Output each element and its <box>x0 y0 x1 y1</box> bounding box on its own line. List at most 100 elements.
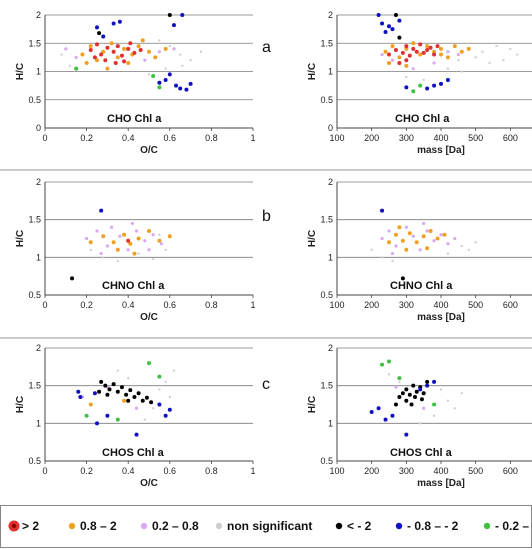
data-point <box>153 55 158 60</box>
x-tick-label: 200 <box>364 133 379 143</box>
data-point <box>147 73 151 76</box>
legend-item: - 0.8 – - 2 <box>395 519 459 533</box>
data-point <box>78 394 83 399</box>
data-point <box>115 55 120 60</box>
data-point <box>111 240 116 245</box>
y-tick-label: 0.5 <box>320 290 333 300</box>
data-point <box>143 239 147 243</box>
data-point <box>143 418 147 421</box>
data-point <box>405 75 408 79</box>
legend-marker-core <box>11 523 17 529</box>
data-point <box>105 66 110 71</box>
data-point <box>199 50 203 53</box>
data-point <box>119 53 124 58</box>
series-0-8-2 <box>88 398 127 407</box>
x-tick-label: 600 <box>503 133 518 143</box>
data-point <box>134 229 139 233</box>
data-point <box>115 417 120 422</box>
legend-item: < - 2 <box>335 519 372 533</box>
legend-item: > 2 <box>8 519 39 533</box>
data-point <box>460 70 463 73</box>
data-point <box>88 44 93 49</box>
data-point <box>404 85 409 90</box>
data-point <box>99 379 104 384</box>
data-point <box>393 402 398 407</box>
y-tick-label: 1 <box>36 67 41 77</box>
data-point <box>400 276 405 281</box>
data-point <box>115 44 120 49</box>
data-point <box>172 47 176 51</box>
data-point <box>435 236 440 241</box>
data-point <box>92 55 97 60</box>
legend-marker <box>335 522 343 530</box>
x-axis-label: O/C <box>140 312 158 323</box>
y-tick-label: 1 <box>36 418 41 428</box>
legend-box <box>0 505 532 548</box>
data-point <box>446 67 450 70</box>
series-non-significant <box>89 233 167 263</box>
data-point <box>102 256 105 259</box>
data-point <box>432 379 437 384</box>
x-tick-label: 1 <box>250 300 255 310</box>
x-tick-label: 0.2 <box>80 133 93 143</box>
data-point <box>391 259 394 263</box>
y-tick-label: 0.5 <box>28 290 41 300</box>
data-point <box>157 402 162 407</box>
legend-marker <box>68 522 76 530</box>
legend-marker <box>140 522 148 530</box>
data-point <box>390 413 395 418</box>
y-tick-label: 1.5 <box>320 38 333 48</box>
chart-6: 0.511.52100200300400500600700mass [Da]H/… <box>307 343 532 489</box>
data-point <box>404 63 409 68</box>
data-point <box>407 392 412 397</box>
y-tick-label: 2 <box>328 177 333 187</box>
x-tick-label: 100 <box>329 133 344 143</box>
data-point <box>425 379 430 384</box>
data-point <box>421 234 426 239</box>
y-axis-label: H/C <box>15 63 26 80</box>
data-point <box>397 61 402 66</box>
data-point <box>122 398 127 403</box>
series--2 <box>400 276 405 281</box>
data-point <box>60 53 63 56</box>
data-point <box>189 59 192 62</box>
data-point <box>143 58 147 62</box>
y-axis-label: H/C <box>15 230 26 247</box>
y-tick-label: 2 <box>36 343 41 353</box>
legend-marker <box>483 522 491 530</box>
data-point <box>459 49 464 54</box>
data-point <box>390 251 395 256</box>
data-point <box>88 48 93 53</box>
series--0-8-2 <box>369 379 437 437</box>
x-tick-label: 500 <box>468 466 483 476</box>
y-tick-label: 1 <box>328 67 333 77</box>
data-point <box>80 52 85 57</box>
data-point <box>76 389 81 394</box>
data-point <box>380 208 385 213</box>
data-point <box>136 44 141 49</box>
data-point <box>126 46 131 51</box>
x-tick-label: 400 <box>433 466 448 476</box>
chart-title: CHOS Chl a <box>102 447 165 459</box>
x-tick-label: 100 <box>329 300 344 310</box>
data-point <box>404 44 409 49</box>
x-tick-label: 0.8 <box>205 466 218 476</box>
data-point <box>435 44 440 49</box>
legend-label: - 0.8 – - 2 <box>407 519 459 533</box>
data-point <box>149 400 154 405</box>
data-point <box>70 276 75 281</box>
chart-title: CHNO Chl a <box>390 280 453 292</box>
data-point <box>168 395 171 399</box>
x-axis-label: O/C <box>140 145 158 156</box>
series--0-2-0-8 <box>84 361 162 422</box>
x-tick-label: 1 <box>250 466 255 476</box>
data-point <box>164 67 167 70</box>
legend-label: 0.2 – 0.8 <box>152 519 199 533</box>
y-tick-label: 1.5 <box>320 215 333 225</box>
x-tick-label: 500 <box>468 133 483 143</box>
data-point <box>124 392 129 397</box>
data-point <box>411 234 415 238</box>
data-point <box>380 236 384 241</box>
data-point <box>74 66 79 71</box>
